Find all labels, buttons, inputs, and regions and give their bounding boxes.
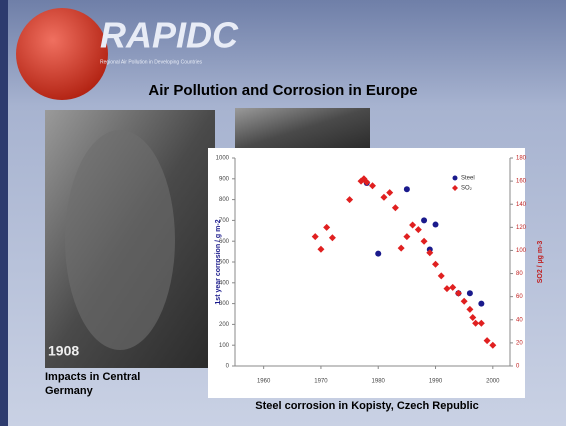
photo-year: 1908 [48,343,79,359]
x-tick-label: 1990 [429,379,443,385]
y2-tick-label: 180 [516,156,527,162]
photo-caption: Impacts in Central [45,371,140,383]
y2-tick-label: 60 [516,294,523,300]
x-tick-label: 1960 [257,379,271,385]
logo-ball [16,8,108,100]
y2-tick-label: 140 [516,202,527,208]
y2-tick-label: 120 [516,225,527,231]
y-tick-label: 800 [219,197,230,203]
legend-label: SO₂ [461,186,473,192]
y2-tick-label: 100 [516,248,527,254]
y-tick-label: 200 [219,322,230,328]
y2-tick-label: 80 [516,271,523,277]
y2-tick-label: 160 [516,179,527,185]
chart-caption: Steel corrosion in Kopisty, Czech Republ… [255,400,479,412]
y-axis-label: 1st year corrosion / g m-2 [215,219,222,304]
x-tick-label: 1970 [314,379,328,385]
statue [65,130,175,350]
legend-label: Steel [461,176,475,182]
y2-tick-label: 40 [516,317,523,323]
y-tick-label: 1000 [216,156,230,162]
slide: RAPIDC Regional Air Pollution in Develop… [0,0,566,426]
steel-point [421,217,427,223]
photo-caption: Germany [45,385,94,397]
steel-point [467,290,473,296]
y-tick-label: 100 [219,343,230,349]
logo: RAPIDC [100,15,239,56]
y2-axis-label: SO2 / µg m-3 [537,241,544,284]
x-tick-label: 2000 [486,379,500,385]
legend-marker [453,176,458,181]
steel-point [375,251,381,257]
slide-title: Air Pollution and Corrosion in Europe [148,82,417,99]
y-tick-label: 900 [219,176,230,182]
logo-subtitle: Regional Air Pollution in Developing Cou… [100,59,203,65]
side-bar [0,0,8,426]
second-photo [235,108,370,150]
steel-point [433,222,439,228]
x-tick-label: 1980 [372,379,386,385]
y2-tick-label: 20 [516,340,523,346]
steel-point [404,186,410,192]
steel-point [478,301,484,307]
